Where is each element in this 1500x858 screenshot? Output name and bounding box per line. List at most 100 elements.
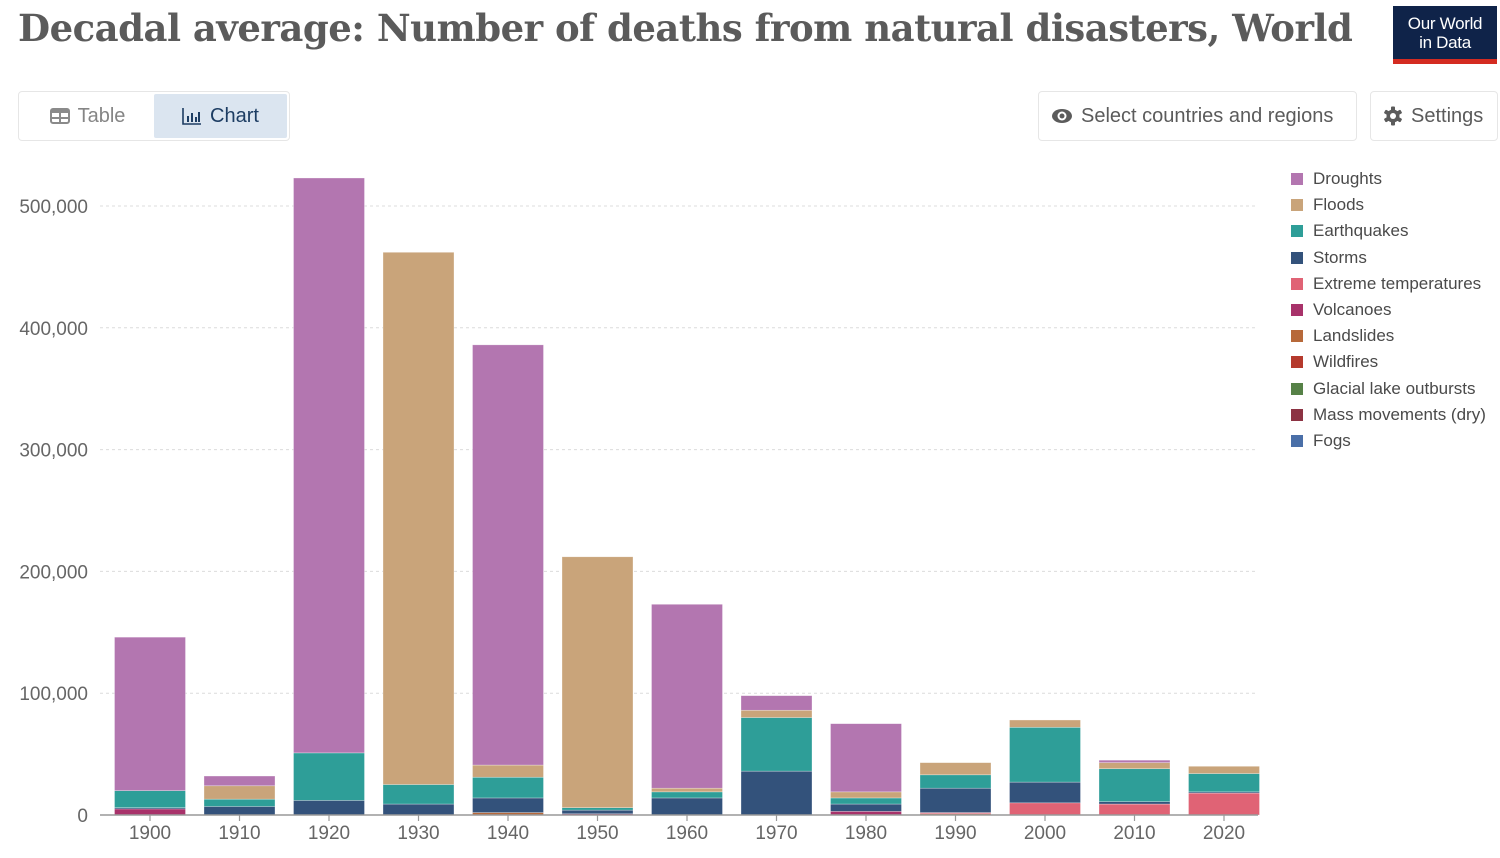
legend-item[interactable]: Wildfires bbox=[1291, 349, 1486, 375]
legend-swatch bbox=[1291, 173, 1303, 186]
legend-label: Glacial lake outbursts bbox=[1313, 378, 1476, 398]
bar-segment-floods bbox=[561, 556, 634, 808]
legend-swatch bbox=[1291, 382, 1303, 395]
tab-chart-label: Chart bbox=[210, 104, 259, 127]
bar-segment-floods bbox=[830, 791, 902, 799]
tab-table[interactable]: Table bbox=[21, 94, 154, 138]
bar-segment-droughts bbox=[651, 603, 723, 789]
y-tick-label: 300,000 bbox=[19, 441, 88, 462]
select-countries-button[interactable]: Select countries and regions bbox=[1038, 91, 1357, 141]
legend-item[interactable]: Glacial lake outbursts bbox=[1291, 376, 1486, 402]
logo-line-2: in Data bbox=[1419, 33, 1471, 52]
bar-segment-earthquakes bbox=[472, 776, 544, 799]
bar-segment-extreme-temperatures bbox=[1188, 792, 1260, 816]
bar-segment-storms bbox=[561, 809, 634, 815]
legend-label: Floods bbox=[1313, 195, 1365, 215]
bar-segment-extreme-temperatures bbox=[1009, 802, 1081, 816]
bar-segment-storms bbox=[293, 800, 365, 816]
bar-segment-droughts bbox=[203, 775, 276, 787]
bar-chart-icon bbox=[182, 108, 202, 125]
eye-icon bbox=[1052, 109, 1072, 123]
bar-segment-floods bbox=[203, 785, 276, 800]
legend-label: Volcanoes bbox=[1313, 300, 1392, 320]
tab-table-label: Table bbox=[77, 104, 126, 127]
owid-logo[interactable]: Our World in Data bbox=[1393, 6, 1497, 64]
bar-segment-droughts bbox=[1098, 759, 1171, 763]
legend-item[interactable]: Floods bbox=[1291, 192, 1486, 218]
bar-segment-earthquakes bbox=[919, 774, 992, 789]
bar-segment-earthquakes bbox=[114, 790, 186, 808]
bar-segment-earthquakes bbox=[1009, 727, 1081, 783]
bar-segment-storms bbox=[919, 787, 992, 813]
legend-label: Landslides bbox=[1313, 326, 1395, 346]
bar-segment-storms bbox=[1009, 781, 1081, 804]
legend-item[interactable]: Volcanoes bbox=[1291, 297, 1486, 323]
legend-swatch bbox=[1291, 434, 1303, 447]
legend-item[interactable]: Droughts bbox=[1291, 166, 1486, 192]
legend-item[interactable]: Storms bbox=[1291, 245, 1486, 271]
x-tick-label: 1910 bbox=[218, 823, 260, 844]
bar-segment-droughts bbox=[114, 636, 186, 791]
x-tick-label: 1960 bbox=[666, 823, 708, 844]
y-tick-label: 0 bbox=[77, 806, 88, 827]
bar-segment-earthquakes bbox=[1188, 773, 1260, 793]
x-tick-label: 2010 bbox=[1113, 823, 1155, 844]
bar-segment-storms bbox=[740, 770, 813, 816]
bar-segment-storms bbox=[830, 803, 902, 812]
bar-segment-earthquakes bbox=[382, 784, 455, 805]
x-tick-label: 2020 bbox=[1203, 823, 1245, 844]
y-tick-label: 200,000 bbox=[19, 562, 88, 583]
bar-segment-floods bbox=[1098, 762, 1171, 770]
bar-segment-storms bbox=[382, 803, 455, 816]
bar-segment-storms bbox=[203, 806, 276, 816]
legend-label: Earthquakes bbox=[1313, 221, 1409, 241]
bar-segment-droughts bbox=[740, 695, 813, 711]
bar-segment-floods bbox=[651, 787, 723, 793]
legend-label: Droughts bbox=[1313, 169, 1382, 189]
bar-segment-earthquakes bbox=[1098, 768, 1171, 802]
x-tick-label: 1980 bbox=[845, 823, 887, 844]
legend-swatch bbox=[1291, 330, 1303, 343]
bar-segment-storms bbox=[1098, 801, 1171, 805]
x-tick-label: 1900 bbox=[129, 823, 171, 844]
bar-segment-earthquakes bbox=[203, 798, 276, 807]
legend-item[interactable]: Earthquakes bbox=[1291, 218, 1486, 244]
legend-item[interactable]: Landslides bbox=[1291, 323, 1486, 349]
legend-label: Fogs bbox=[1313, 430, 1351, 450]
legend-label: Mass movements (dry) bbox=[1313, 404, 1486, 424]
x-tick-label: 2000 bbox=[1024, 823, 1066, 844]
x-tick-label: 1990 bbox=[934, 823, 976, 844]
legend-item[interactable]: Fogs bbox=[1291, 428, 1486, 454]
legend-swatch bbox=[1291, 199, 1303, 212]
legend-item[interactable]: Extreme temperatures bbox=[1291, 271, 1486, 297]
gear-icon bbox=[1384, 106, 1402, 126]
view-tabs: Table Chart bbox=[18, 91, 290, 141]
tab-chart[interactable]: Chart bbox=[154, 94, 287, 138]
y-tick-label: 100,000 bbox=[19, 684, 88, 705]
legend-label: Extreme temperatures bbox=[1313, 273, 1482, 293]
y-tick-label: 400,000 bbox=[19, 319, 88, 340]
bar-segment-floods bbox=[740, 709, 813, 718]
x-tick-label: 1970 bbox=[755, 823, 797, 844]
legend-label: Wildfires bbox=[1313, 352, 1379, 372]
table-icon bbox=[49, 108, 70, 124]
bar-segment-earthquakes bbox=[293, 752, 365, 801]
bar-segment-earthquakes bbox=[740, 717, 813, 772]
stacked-bar-chart: 0 100,000 200,000 300,000 400,000 500,000 1900… bbox=[19, 177, 1260, 844]
legend-swatch bbox=[1291, 277, 1303, 290]
legend-swatch bbox=[1291, 356, 1303, 369]
settings-button[interactable]: Settings bbox=[1370, 91, 1498, 141]
legend: Droughts Floods Earthquakes Storms Extreme t… bbox=[1291, 166, 1486, 454]
legend-item[interactable]: Mass movements (dry) bbox=[1291, 402, 1486, 428]
bar-segment-earthquakes bbox=[830, 797, 902, 805]
bar-segment-earthquakes bbox=[651, 791, 723, 799]
bar-segment-floods bbox=[472, 764, 544, 778]
bar-segment-floods bbox=[382, 251, 455, 785]
bar-segment-storms bbox=[472, 797, 544, 813]
chart-title: Decadal average: Number of deaths from n… bbox=[18, 6, 1353, 50]
bar-segment-droughts bbox=[830, 723, 902, 793]
bar-segment-earthquakes bbox=[561, 807, 634, 811]
legend-swatch bbox=[1291, 251, 1303, 264]
bar-segment-storms bbox=[651, 797, 723, 816]
legend-swatch bbox=[1291, 304, 1303, 317]
